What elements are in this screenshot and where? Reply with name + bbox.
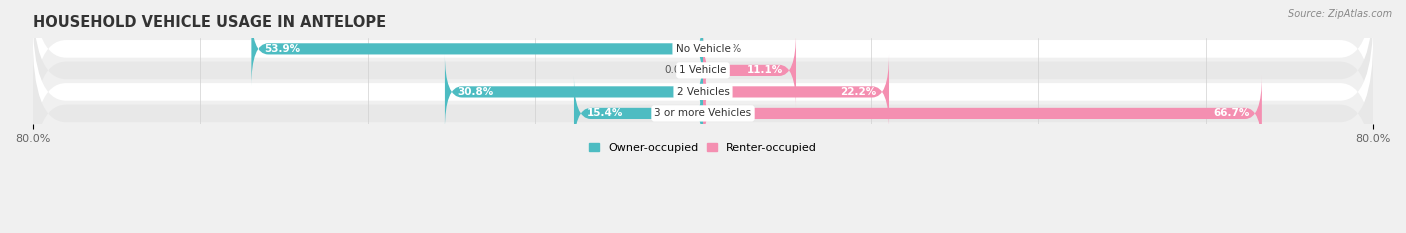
Text: 66.7%: 66.7% bbox=[1213, 108, 1250, 118]
Text: HOUSEHOLD VEHICLE USAGE IN ANTELOPE: HOUSEHOLD VEHICLE USAGE IN ANTELOPE bbox=[32, 15, 385, 30]
FancyBboxPatch shape bbox=[252, 11, 703, 86]
FancyBboxPatch shape bbox=[703, 33, 796, 108]
Text: 11.1%: 11.1% bbox=[747, 65, 783, 75]
Text: 0.0%: 0.0% bbox=[664, 65, 690, 75]
Text: 0.0%: 0.0% bbox=[716, 44, 742, 54]
FancyBboxPatch shape bbox=[703, 76, 1261, 151]
Text: 3 or more Vehicles: 3 or more Vehicles bbox=[654, 108, 752, 118]
Text: 2 Vehicles: 2 Vehicles bbox=[676, 87, 730, 97]
FancyBboxPatch shape bbox=[703, 55, 889, 129]
FancyBboxPatch shape bbox=[32, 36, 1374, 191]
FancyBboxPatch shape bbox=[574, 76, 703, 151]
Legend: Owner-occupied, Renter-occupied: Owner-occupied, Renter-occupied bbox=[585, 138, 821, 157]
Text: Source: ZipAtlas.com: Source: ZipAtlas.com bbox=[1288, 9, 1392, 19]
Text: 22.2%: 22.2% bbox=[841, 87, 876, 97]
Text: 15.4%: 15.4% bbox=[586, 108, 623, 118]
Text: 53.9%: 53.9% bbox=[264, 44, 299, 54]
Text: 1 Vehicle: 1 Vehicle bbox=[679, 65, 727, 75]
FancyBboxPatch shape bbox=[32, 0, 1374, 148]
Text: 30.8%: 30.8% bbox=[457, 87, 494, 97]
FancyBboxPatch shape bbox=[444, 55, 703, 129]
FancyBboxPatch shape bbox=[32, 0, 1374, 126]
Text: No Vehicle: No Vehicle bbox=[675, 44, 731, 54]
FancyBboxPatch shape bbox=[32, 15, 1374, 169]
